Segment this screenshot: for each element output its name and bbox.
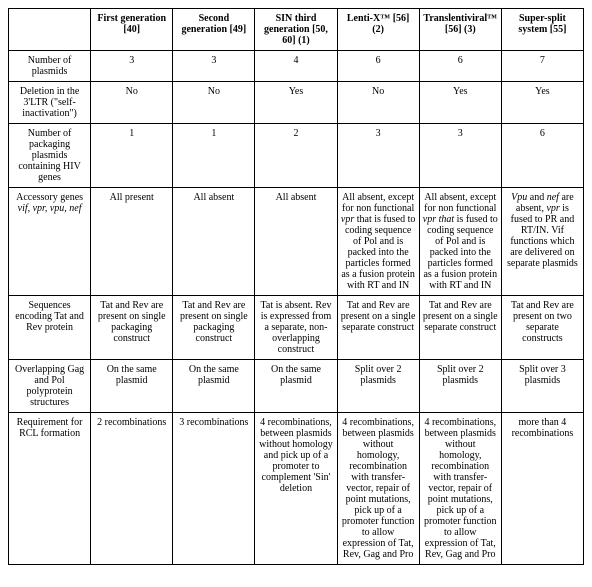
cell: 3 bbox=[173, 51, 255, 82]
cell: 4 recombinations, between plasmids witho… bbox=[419, 413, 501, 565]
table-row: Deletion in the 3'LTR ("self-inactivatio… bbox=[9, 82, 584, 124]
cell: 6 bbox=[501, 124, 583, 188]
cell: On the same plasmid bbox=[255, 360, 337, 413]
cell: 3 bbox=[419, 124, 501, 188]
header-blank bbox=[9, 9, 91, 51]
row-label: Accessory genes vif, vpr, vpu, nef bbox=[9, 188, 91, 296]
cell: Tat and Rev are present on a single sepa… bbox=[337, 296, 419, 360]
cell: 4 recombinations, between plasmids witho… bbox=[255, 413, 337, 565]
row-label: Number of plasmids bbox=[9, 51, 91, 82]
cell: 6 bbox=[419, 51, 501, 82]
cell: 1 bbox=[173, 124, 255, 188]
cell: No bbox=[337, 82, 419, 124]
cell: Tat is absent. Rev is expressed from a s… bbox=[255, 296, 337, 360]
col-header: Lenti-X™ [56] (2) bbox=[337, 9, 419, 51]
row-label: Deletion in the 3'LTR ("self-inactivatio… bbox=[9, 82, 91, 124]
col-header: Second generation [49] bbox=[173, 9, 255, 51]
cell: 3 bbox=[337, 124, 419, 188]
row-label: Requirement for RCL formation bbox=[9, 413, 91, 565]
row-label: Overlapping Gag and Pol polyprotein stru… bbox=[9, 360, 91, 413]
col-header: Translentiviral™ [56] (3) bbox=[419, 9, 501, 51]
table-row: Number of plasmids334667 bbox=[9, 51, 584, 82]
cell: Tat and Rev are present on single packag… bbox=[173, 296, 255, 360]
row-label: Number of packaging plasmids containing … bbox=[9, 124, 91, 188]
cell: 6 bbox=[337, 51, 419, 82]
cell: Split over 2 plasmids bbox=[419, 360, 501, 413]
cell: Yes bbox=[501, 82, 583, 124]
cell: All present bbox=[91, 188, 173, 296]
cell: more than 4 recombinations bbox=[501, 413, 583, 565]
cell: Yes bbox=[255, 82, 337, 124]
cell: 2 recombinations bbox=[91, 413, 173, 565]
cell: On the same plasmid bbox=[91, 360, 173, 413]
cell: 3 recombinations bbox=[173, 413, 255, 565]
cell: On the same plasmid bbox=[173, 360, 255, 413]
table-row: Sequences encoding Tat and Rev proteinTa… bbox=[9, 296, 584, 360]
cell: Vpu and nef are absent, vpr is fused to … bbox=[501, 188, 583, 296]
cell: Yes bbox=[419, 82, 501, 124]
cell: All absent bbox=[255, 188, 337, 296]
cell: 2 bbox=[255, 124, 337, 188]
cell: No bbox=[91, 82, 173, 124]
cell: All absent, except for non functional vp… bbox=[419, 188, 501, 296]
cell: Split over 3 plasmids bbox=[501, 360, 583, 413]
comparison-table: First generation [40] Second generation … bbox=[8, 8, 584, 565]
cell: All absent bbox=[173, 188, 255, 296]
row-label: Sequences encoding Tat and Rev protein bbox=[9, 296, 91, 360]
cell: 4 bbox=[255, 51, 337, 82]
table-row: Accessory genes vif, vpr, vpu, nefAll pr… bbox=[9, 188, 584, 296]
cell: 4 recombinations, between plasmids witho… bbox=[337, 413, 419, 565]
cell: 7 bbox=[501, 51, 583, 82]
table-row: Number of packaging plasmids containing … bbox=[9, 124, 584, 188]
cell: Tat and Rev are present on single packag… bbox=[91, 296, 173, 360]
cell: All absent, except for non functional vp… bbox=[337, 188, 419, 296]
table-row: Overlapping Gag and Pol polyprotein stru… bbox=[9, 360, 584, 413]
col-header: First generation [40] bbox=[91, 9, 173, 51]
cell: No bbox=[173, 82, 255, 124]
cell: Tat and Rev are present on two separate … bbox=[501, 296, 583, 360]
header-row: First generation [40] Second generation … bbox=[9, 9, 584, 51]
col-header: SIN third generation [50, 60] (1) bbox=[255, 9, 337, 51]
cell: 1 bbox=[91, 124, 173, 188]
cell: 3 bbox=[91, 51, 173, 82]
col-header: Super-split system [55] bbox=[501, 9, 583, 51]
cell: Split over 2 plasmids bbox=[337, 360, 419, 413]
table-row: Requirement for RCL formation2 recombina… bbox=[9, 413, 584, 565]
cell: Tat and Rev are present on a single sepa… bbox=[419, 296, 501, 360]
